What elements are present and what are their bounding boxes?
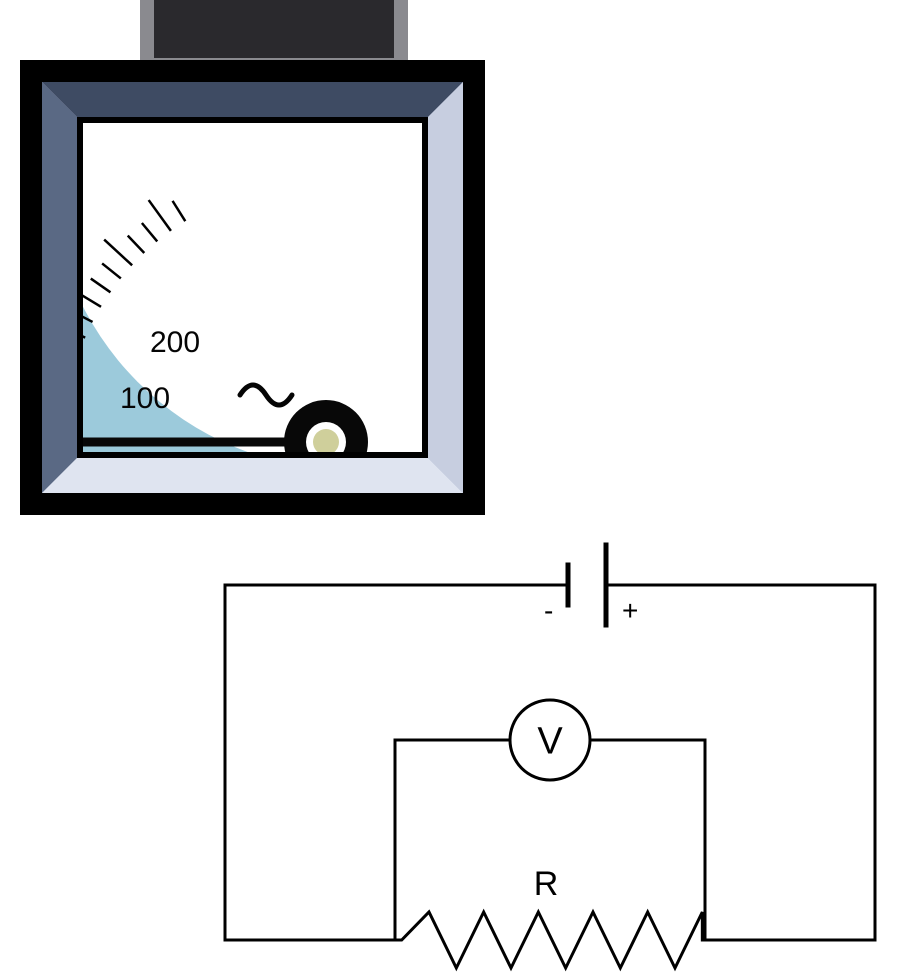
voltmeter-lead-left bbox=[395, 740, 510, 940]
meter-hub-inner bbox=[313, 429, 339, 455]
battery-plus-text: + bbox=[622, 595, 638, 626]
resistor-text: R bbox=[534, 865, 559, 903]
meter-bevel-right bbox=[425, 82, 463, 493]
meter-bevel-left bbox=[42, 82, 80, 493]
resistor-symbol bbox=[388, 912, 716, 968]
circuit-diagram: - + V R bbox=[225, 545, 875, 968]
battery-minus-text: - bbox=[544, 595, 553, 626]
analog-meter: 100 200 bbox=[29, 0, 650, 504]
meter-bevel-bottom bbox=[42, 455, 463, 493]
meter-bevel-top bbox=[42, 82, 463, 120]
meter-scale-label: 100 bbox=[120, 382, 170, 415]
voltmeter-text: V bbox=[537, 720, 563, 762]
meter-scale-label: 200 bbox=[150, 326, 200, 359]
meter-top-tab-inner bbox=[154, 0, 394, 58]
